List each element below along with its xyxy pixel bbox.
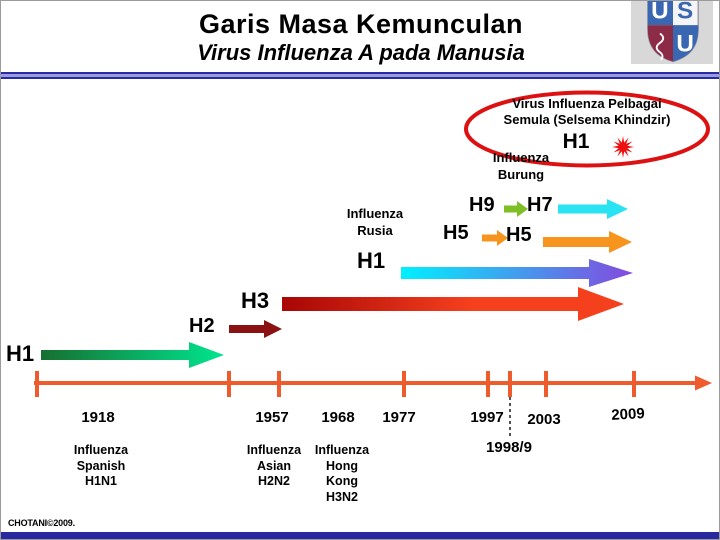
strain-h1-spanish: H1 [6,341,35,366]
strain-h3: H3 [241,288,270,313]
year-1997: 1997 [470,409,504,426]
title-divider [1,72,719,79]
year-1957: 1957 [255,409,289,426]
era-line: Asian [256,458,292,473]
era-line: Influenza [246,443,302,457]
russian-flu-label-line1: Influenza [346,206,404,221]
credit-text: CHOTANI©2009. [8,518,75,528]
bottom-bar [1,532,719,539]
page-subtitle: Virus Influenza A pada Manusia [197,40,525,65]
logo-letter-s: S [677,1,693,25]
logo-letter-u1: U [651,1,669,25]
era-line: Hong [326,458,358,473]
year-1977: 1977 [382,409,416,426]
year-2009: 2009 [610,405,646,424]
year-1918: 1918 [81,409,115,426]
university-logo: U S U [631,1,713,64]
shield-icon: U S U [647,1,699,63]
caduceus-icon [655,32,665,61]
timeline-ticks [35,371,636,397]
strain-h2: H2 [189,315,215,337]
era-line: Spanish [76,458,126,473]
era-line: Influenza [73,443,129,457]
era-asian: Influenza Asian H2N2 [232,443,316,490]
strain-h5-first: H5 [443,222,469,244]
year-1968: 1968 [321,409,355,426]
strain-h1-russia: H1 [357,248,386,273]
era-line: Kong [326,474,358,488]
year-1998-9: 1998/9 [486,439,532,456]
callout-strain-h1: H1 [562,130,590,153]
era-line: H1N1 [85,474,117,488]
timeline-axis-arrowhead [695,375,712,391]
page-title: Garis Masa Kemunculan [198,9,524,39]
strain-h5-second: H5 [506,224,532,246]
h1-russia-arrow [401,259,633,287]
era-line: H2N2 [258,474,290,488]
strain-h9: H9 [469,194,495,216]
callout-line2: Semula (Selsema Khindzir) [503,112,671,127]
era-line: Influenza [314,443,370,457]
h5-long-arrow [543,231,632,253]
russian-flu-label-line2: Rusia [357,223,393,238]
starburst-icon [612,136,634,158]
h5-short-arrow [482,230,508,246]
era-line: H3N2 [326,489,358,504]
h1-spanish-arrow [41,342,224,368]
era-spanish: Influenza Spanish H1N1 [59,443,143,490]
strain-h7: H7 [527,194,553,216]
h7-arrow [558,199,628,219]
bird-flu-label-line2: Burung [497,167,545,182]
logo-letter-u2: U [676,30,694,57]
h9-short-arrow [504,201,528,217]
h2-arrow [229,320,282,338]
callout-line1: Virus Influenza Pelbagai [512,96,662,111]
era-hongkong: Influenza Hong Kong H3N2 [300,443,384,505]
bird-flu-label-line1: Influenza [492,150,550,165]
year-2003: 2003 [527,411,561,428]
h3-arrow [282,287,624,321]
